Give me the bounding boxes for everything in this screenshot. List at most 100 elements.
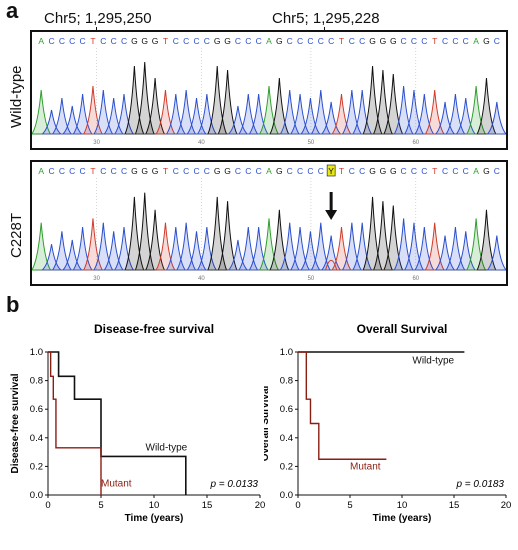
p-value: p = 0.0133 <box>209 479 258 490</box>
series-line-wild-type <box>48 351 187 495</box>
trace-peak <box>486 101 508 135</box>
base-call: G <box>380 36 387 46</box>
trace-peak <box>134 192 155 271</box>
base-call: G <box>152 36 159 46</box>
trace-peak <box>383 205 404 271</box>
trace-peak <box>134 61 155 135</box>
base-call: G <box>369 166 376 176</box>
dfs-km-plot: Disease-free survival 0 5 10 15 20 0.0 0.2 0.4 0.… <box>10 322 265 524</box>
base-call: C <box>80 166 86 176</box>
base-call: C <box>100 166 106 176</box>
trace-peak <box>93 222 114 271</box>
ruler-label: 50 <box>308 276 315 282</box>
base-call: G <box>380 166 387 176</box>
mutation-highlight <box>326 164 336 177</box>
trace-peak <box>113 226 135 271</box>
base-call: G <box>152 166 159 176</box>
base-call: A <box>473 36 479 46</box>
ruler-label: 40 <box>198 140 205 146</box>
base-call: C <box>256 166 262 176</box>
trace-peak <box>310 89 332 135</box>
base-call: C <box>111 36 117 46</box>
base-call: T <box>432 166 437 176</box>
base-call: G <box>141 36 148 46</box>
os-km-plot: Overall Survival 0 5 10 15 20 0.0 0.2 0.4 0.6 0.8 1… <box>264 322 511 524</box>
base-call: C <box>494 36 500 46</box>
base-call: C <box>463 36 469 46</box>
base-call: A <box>266 36 272 46</box>
base-call: C <box>359 166 365 176</box>
base-call: C <box>193 166 199 176</box>
base-call: C <box>121 166 127 176</box>
trace-peak <box>207 196 228 271</box>
base-call: C <box>69 36 75 46</box>
base-call: C <box>204 36 210 46</box>
base-call: C <box>173 166 179 176</box>
base-call: C <box>235 36 241 46</box>
trace-peak <box>486 235 508 271</box>
trace-peak <box>155 222 176 271</box>
trace-peak <box>310 222 332 271</box>
base-call: G <box>390 36 397 46</box>
trace-peak <box>93 89 114 135</box>
base-call: C <box>411 166 417 176</box>
base-call: G <box>483 36 490 46</box>
y-tick-label: 0.8 <box>30 376 43 387</box>
trace-peak <box>144 77 166 135</box>
trace-peak <box>155 89 176 135</box>
base-call: C <box>173 36 179 46</box>
base-call: G <box>131 36 138 46</box>
legend-label-wildtype: Wild-type <box>412 355 454 366</box>
base-call: G <box>224 166 231 176</box>
y-tick-label: 0.4 <box>280 433 293 444</box>
base-call: C <box>287 166 293 176</box>
base-call: G <box>224 36 231 46</box>
trace-peak <box>476 209 497 271</box>
base-call: C <box>297 36 303 46</box>
base-call: T <box>90 36 95 46</box>
base-call: C <box>69 166 75 176</box>
y-tick-label: 1.0 <box>280 347 293 358</box>
trace-peak <box>124 196 145 271</box>
base-call: T <box>339 36 344 46</box>
x-tick-label: 0 <box>45 500 50 511</box>
trace-peak <box>30 222 52 271</box>
base-call: G <box>141 166 148 176</box>
y-axis-label: Overall Survival <box>264 385 271 461</box>
trace-peak <box>30 89 52 135</box>
y-tick-label: 0.8 <box>280 376 293 387</box>
y-tick-label: 0.6 <box>280 404 293 415</box>
trace-peak <box>51 97 73 135</box>
trace-peak <box>445 226 466 271</box>
base-call: C <box>318 166 324 176</box>
trace-peak <box>393 85 414 135</box>
y-tick-label: 0.2 <box>30 461 43 472</box>
trace-peak <box>82 218 104 271</box>
base-call: C <box>48 166 54 176</box>
series-line-mutant <box>298 351 387 460</box>
ruler-label: 50 <box>308 140 315 146</box>
position-label-2: Chr5; 1,295,228 <box>272 10 380 27</box>
legend-label-mutant: Mutant <box>101 478 132 489</box>
base-call: C <box>287 36 293 46</box>
x-tick-label: 15 <box>202 500 213 511</box>
x-tick-label: 5 <box>98 500 103 511</box>
trace-peak <box>362 65 383 135</box>
trace-peak <box>341 89 363 135</box>
base-call: C <box>494 166 500 176</box>
trace-peak <box>51 231 73 271</box>
trace-peak <box>269 77 290 135</box>
base-call: G <box>214 36 221 46</box>
trace-peak <box>403 89 425 135</box>
trace-peak <box>362 196 383 271</box>
base-call: C <box>183 36 189 46</box>
trace-peak <box>325 259 338 271</box>
base-call: C <box>59 166 65 176</box>
base-call: G <box>369 36 376 46</box>
base-call: C <box>235 166 241 176</box>
mutant-label: C228T <box>8 212 25 258</box>
trace-peak <box>445 93 466 135</box>
wildtype-label: Wild-type <box>8 65 25 128</box>
